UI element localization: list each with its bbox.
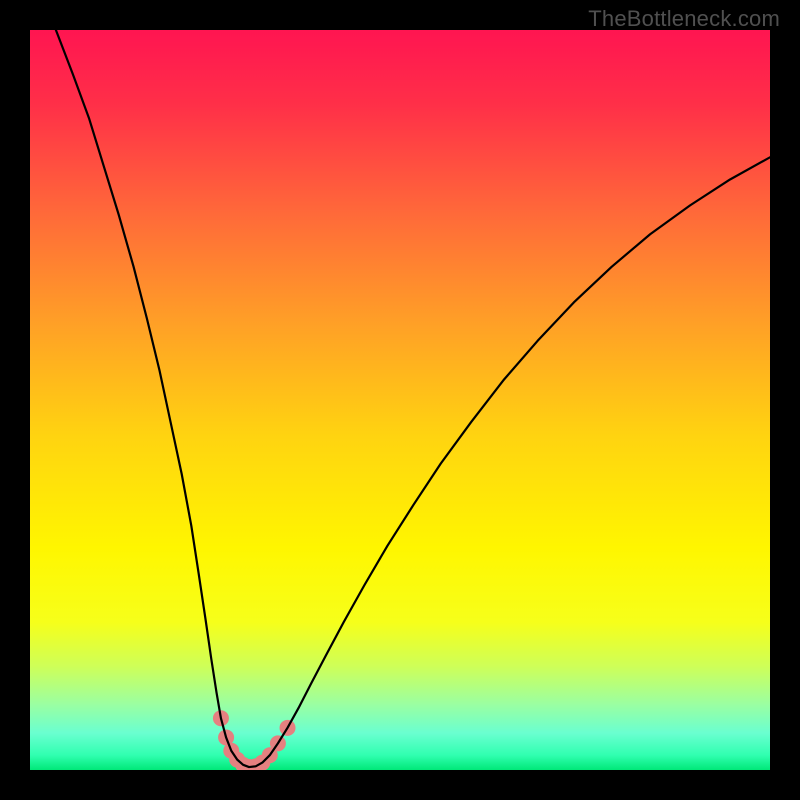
bottleneck-chart bbox=[30, 30, 770, 770]
chart-background bbox=[30, 30, 770, 770]
chart-svg bbox=[30, 30, 770, 770]
watermark-text: TheBottleneck.com bbox=[588, 6, 780, 32]
